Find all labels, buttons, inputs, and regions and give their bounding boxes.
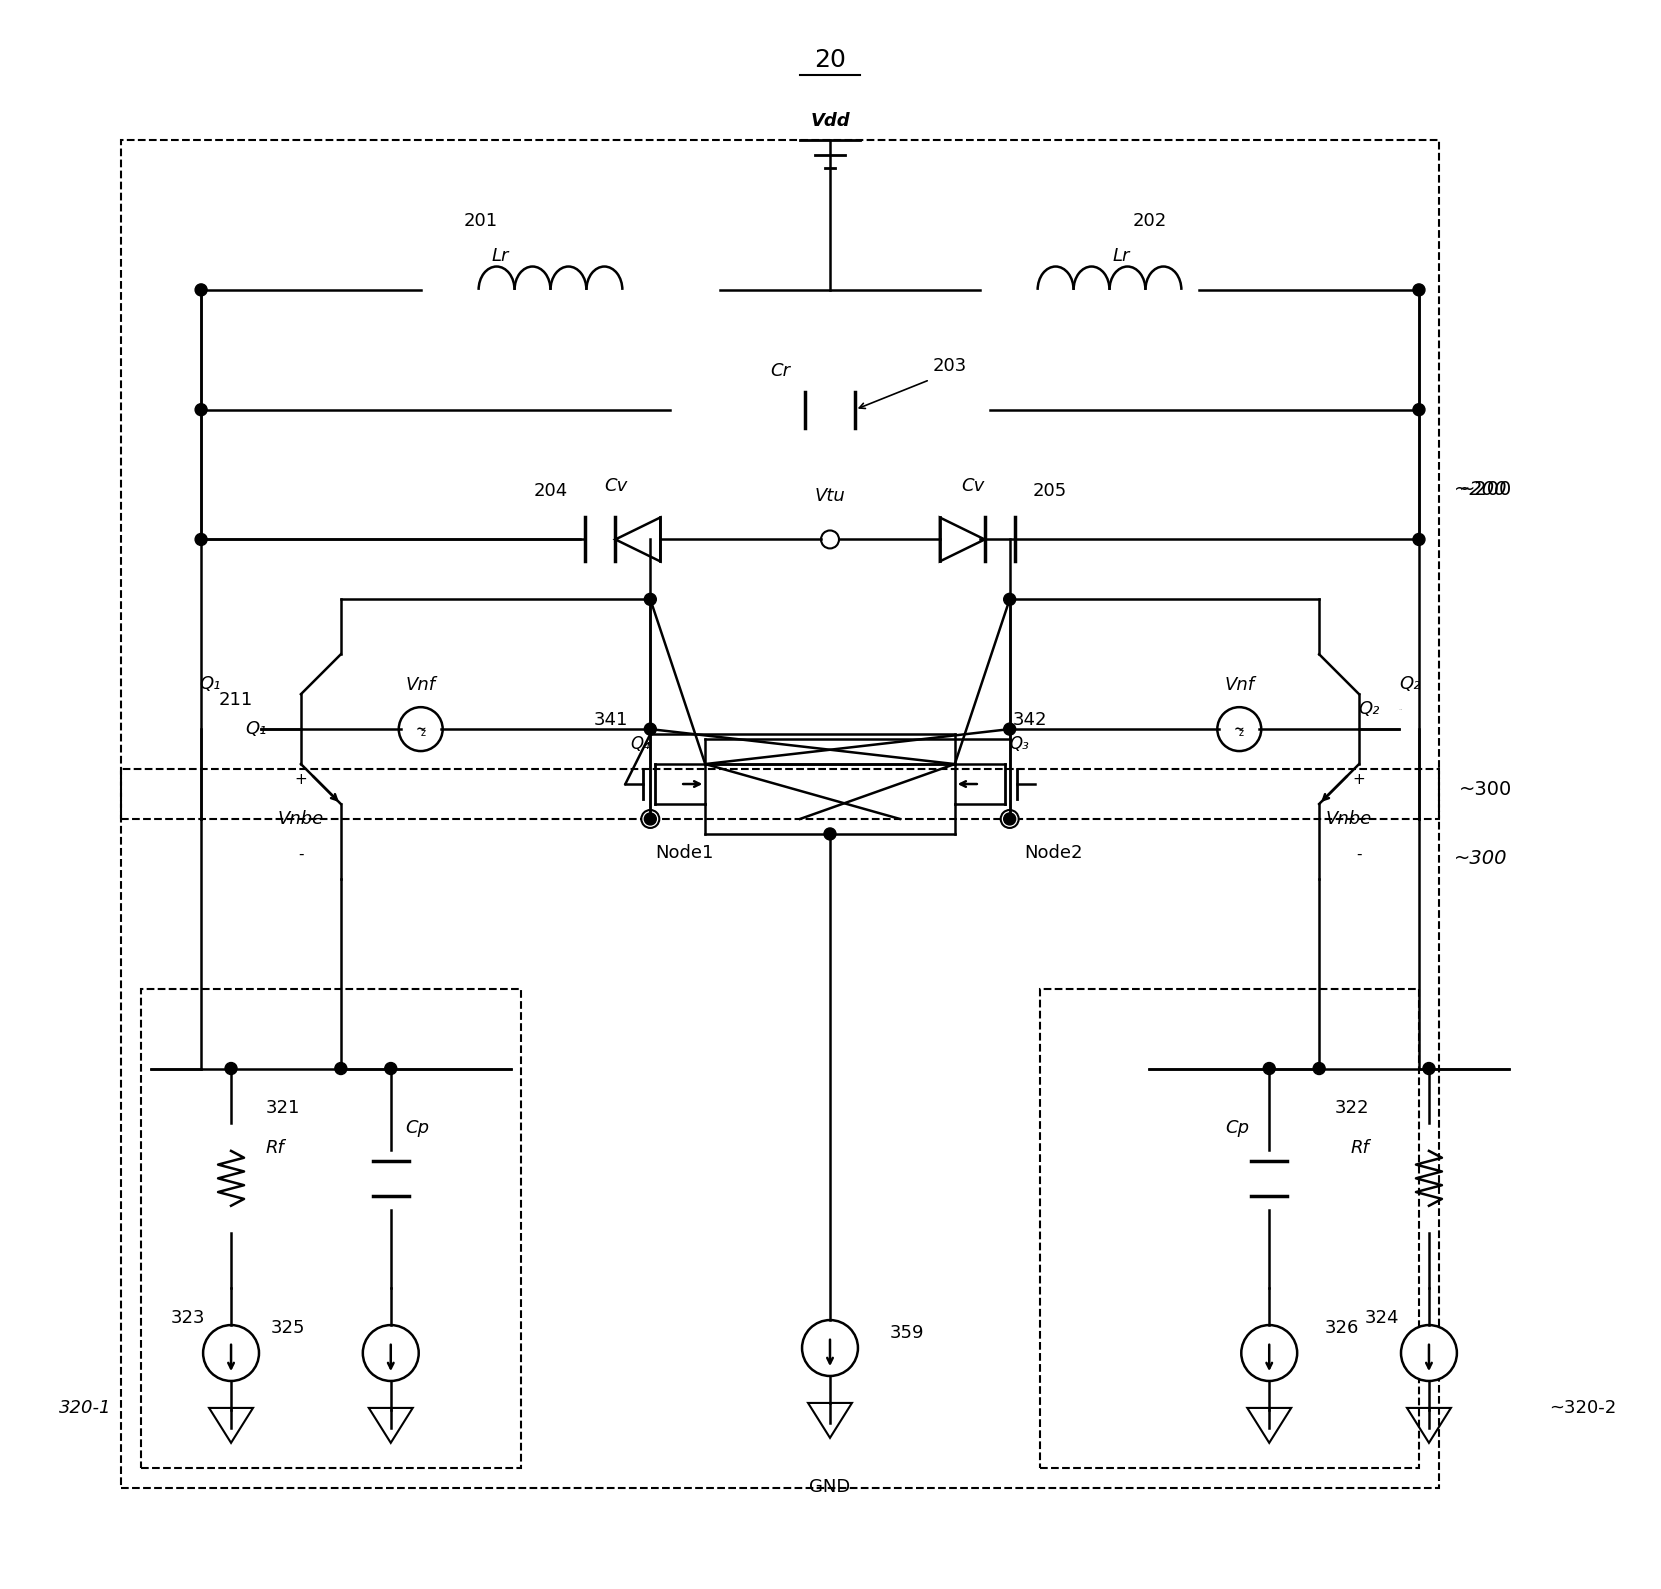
Text: Lr: Lr bbox=[492, 246, 510, 265]
Circle shape bbox=[362, 1325, 419, 1381]
Text: Vnf: Vnf bbox=[1224, 677, 1254, 694]
Circle shape bbox=[385, 1063, 397, 1074]
Text: 20: 20 bbox=[814, 48, 845, 72]
Text: ~: ~ bbox=[1234, 723, 1244, 736]
Text: ~: ~ bbox=[415, 723, 425, 736]
Text: Cr: Cr bbox=[771, 362, 791, 380]
Text: 326: 326 bbox=[1325, 1319, 1359, 1336]
Circle shape bbox=[203, 1325, 259, 1381]
Text: Cp: Cp bbox=[405, 1119, 430, 1138]
Text: Q₄: Q₄ bbox=[631, 736, 651, 753]
Circle shape bbox=[1314, 1063, 1325, 1074]
Text: Vdd: Vdd bbox=[811, 113, 850, 130]
Text: 204: 204 bbox=[533, 481, 568, 499]
Circle shape bbox=[1000, 810, 1018, 828]
Circle shape bbox=[644, 723, 656, 736]
Text: 321: 321 bbox=[266, 1100, 301, 1117]
Text: 322: 322 bbox=[1334, 1100, 1369, 1117]
Text: Q₁: Q₁ bbox=[246, 720, 267, 739]
Circle shape bbox=[1218, 707, 1261, 752]
Circle shape bbox=[194, 284, 208, 296]
Circle shape bbox=[1003, 723, 1015, 736]
Text: 202: 202 bbox=[1133, 211, 1166, 230]
Text: Rf: Rf bbox=[266, 1139, 286, 1157]
Circle shape bbox=[1414, 534, 1425, 545]
Circle shape bbox=[1400, 1325, 1457, 1381]
Text: ~300: ~300 bbox=[1453, 850, 1508, 868]
Text: Node1: Node1 bbox=[656, 844, 714, 861]
Circle shape bbox=[824, 828, 835, 841]
Text: ~200: ~200 bbox=[1458, 480, 1512, 499]
Text: -: - bbox=[1357, 847, 1362, 861]
Text: 323: 323 bbox=[171, 1309, 206, 1327]
Text: Q₂: Q₂ bbox=[1359, 701, 1380, 718]
Text: Cp: Cp bbox=[1226, 1119, 1249, 1138]
Text: 324: 324 bbox=[1364, 1309, 1399, 1327]
Text: Q₃: Q₃ bbox=[1010, 736, 1030, 753]
Circle shape bbox=[224, 1063, 238, 1074]
Circle shape bbox=[1003, 593, 1015, 605]
Text: 320-1: 320-1 bbox=[58, 1398, 111, 1417]
Text: Q₂: Q₂ bbox=[1399, 675, 1420, 693]
Circle shape bbox=[644, 814, 656, 825]
Circle shape bbox=[1241, 1325, 1297, 1381]
Circle shape bbox=[1414, 404, 1425, 416]
Text: -: - bbox=[299, 847, 304, 861]
Text: Node2: Node2 bbox=[1025, 844, 1083, 861]
Circle shape bbox=[399, 707, 443, 752]
Text: z: z bbox=[1239, 728, 1244, 739]
Circle shape bbox=[821, 531, 839, 548]
Circle shape bbox=[194, 404, 208, 416]
Text: +: + bbox=[1352, 772, 1365, 787]
Text: 325: 325 bbox=[271, 1319, 306, 1336]
Text: Cv: Cv bbox=[603, 477, 626, 494]
Text: 342: 342 bbox=[1013, 712, 1046, 729]
Text: +: + bbox=[294, 772, 307, 787]
Circle shape bbox=[1003, 814, 1015, 825]
Circle shape bbox=[1423, 1063, 1435, 1074]
Text: Vnf: Vnf bbox=[405, 677, 435, 694]
Text: Rf: Rf bbox=[1350, 1139, 1369, 1157]
Text: Vtu: Vtu bbox=[814, 486, 845, 505]
Text: 359: 359 bbox=[890, 1324, 925, 1343]
Circle shape bbox=[802, 1320, 859, 1376]
Text: ~320-2: ~320-2 bbox=[1548, 1398, 1616, 1417]
Text: Cv: Cv bbox=[962, 477, 985, 494]
Text: 205: 205 bbox=[1033, 481, 1066, 499]
Text: Q₁: Q₁ bbox=[199, 675, 221, 693]
Text: z: z bbox=[420, 728, 425, 739]
Circle shape bbox=[194, 534, 208, 545]
Circle shape bbox=[644, 593, 656, 605]
Text: Vnbe: Vnbe bbox=[1325, 810, 1372, 828]
Text: 211: 211 bbox=[219, 691, 252, 709]
Text: ~200: ~200 bbox=[1453, 480, 1508, 499]
Circle shape bbox=[336, 1063, 347, 1074]
Text: 203: 203 bbox=[933, 358, 967, 375]
Text: Vnbe: Vnbe bbox=[277, 810, 324, 828]
Circle shape bbox=[1414, 284, 1425, 296]
Text: Lr: Lr bbox=[1113, 246, 1129, 265]
Text: 201: 201 bbox=[463, 211, 498, 230]
Text: 341: 341 bbox=[593, 712, 628, 729]
Circle shape bbox=[641, 810, 659, 828]
Text: ~300: ~300 bbox=[1458, 780, 1512, 799]
Text: GND: GND bbox=[809, 1478, 850, 1495]
Circle shape bbox=[1264, 1063, 1276, 1074]
